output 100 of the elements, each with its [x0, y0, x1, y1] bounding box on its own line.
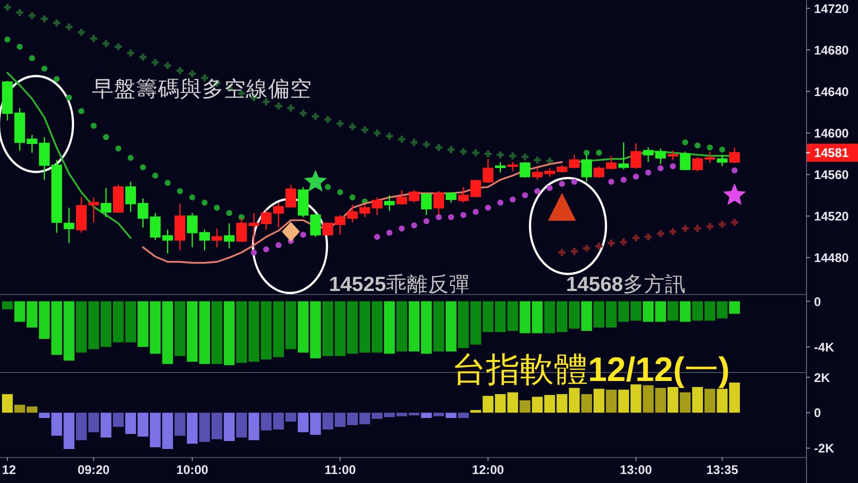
point	[448, 214, 454, 220]
point	[384, 131, 394, 141]
point	[27, 10, 37, 20]
point	[705, 222, 715, 232]
point	[226, 210, 232, 216]
bar	[88, 412, 100, 432]
candlestick	[100, 187, 112, 218]
point	[730, 218, 740, 228]
point	[460, 212, 466, 218]
point	[694, 142, 701, 148]
point	[496, 150, 506, 160]
bar	[433, 412, 444, 416]
point	[510, 196, 516, 202]
point	[398, 226, 405, 232]
line-series	[142, 161, 563, 264]
point	[409, 138, 419, 148]
point	[532, 155, 542, 165]
y-tick-label: 14560	[814, 168, 849, 182]
point	[645, 169, 652, 176]
point	[372, 128, 382, 138]
point	[546, 185, 553, 192]
point	[263, 246, 270, 252]
candlestick	[76, 196, 87, 234]
point	[126, 48, 136, 58]
candlestick	[446, 192, 456, 204]
bar	[668, 387, 678, 413]
point	[706, 144, 713, 151]
bar	[174, 412, 186, 436]
point	[644, 232, 653, 242]
point	[608, 178, 614, 185]
candlestick	[51, 159, 62, 234]
y-tick-label: 0	[814, 406, 821, 420]
annotation: 14525乖離反彈	[329, 273, 470, 296]
point	[90, 122, 97, 129]
y-tick-label: 14581	[814, 146, 849, 160]
point	[150, 58, 160, 68]
annotation: 14568多方訊	[566, 273, 686, 296]
point	[16, 44, 23, 50]
bar	[532, 396, 543, 413]
y-tick-label: 14720	[814, 2, 849, 16]
point	[66, 94, 72, 101]
bar	[520, 400, 530, 413]
point	[558, 180, 565, 187]
x-tick-label: 09:20	[78, 463, 110, 477]
annotation: 早盤籌碼與多空線偏空	[92, 77, 312, 101]
point	[508, 151, 518, 161]
point	[497, 200, 504, 206]
point	[140, 164, 146, 170]
candlestick	[680, 151, 691, 171]
annotation: 台指軟體12/12(一)	[452, 351, 730, 389]
point	[189, 194, 196, 200]
candlestick	[421, 192, 432, 216]
bar	[680, 392, 691, 413]
point	[472, 208, 479, 215]
point	[323, 114, 333, 124]
point	[14, 8, 24, 18]
point	[335, 118, 345, 128]
candlestick	[174, 203, 186, 251]
y-tick-label: 14640	[814, 84, 849, 99]
point	[570, 246, 580, 256]
point	[102, 134, 109, 140]
bar	[458, 412, 469, 418]
bar	[100, 412, 112, 438]
point	[446, 144, 456, 154]
point	[40, 14, 50, 24]
candlestick	[2, 80, 13, 122]
point	[250, 249, 257, 256]
point	[175, 66, 185, 76]
point	[732, 167, 738, 174]
bar	[704, 388, 716, 413]
point	[41, 66, 48, 72]
bar	[112, 412, 124, 427]
point	[631, 233, 641, 243]
point	[632, 174, 639, 180]
point	[582, 244, 592, 254]
x-tick-label: 12:00	[472, 463, 504, 477]
point	[374, 234, 380, 240]
point	[584, 150, 590, 156]
point	[670, 163, 676, 170]
candlestick	[224, 222, 235, 249]
candlestick	[162, 228, 173, 254]
bar	[224, 412, 235, 442]
point	[485, 204, 492, 211]
point	[214, 204, 220, 211]
point	[324, 184, 331, 190]
candlestick	[88, 196, 100, 223]
point	[349, 194, 356, 200]
point	[386, 230, 392, 236]
x-tick-label: 13:00	[620, 463, 652, 477]
bar	[594, 388, 604, 413]
point	[337, 189, 344, 196]
bar	[2, 394, 13, 413]
point	[138, 52, 148, 62]
point	[557, 248, 567, 258]
point	[411, 222, 418, 228]
point	[658, 165, 664, 172]
point	[300, 232, 306, 238]
point	[594, 241, 604, 251]
point	[101, 38, 111, 48]
candlestick	[64, 207, 74, 244]
